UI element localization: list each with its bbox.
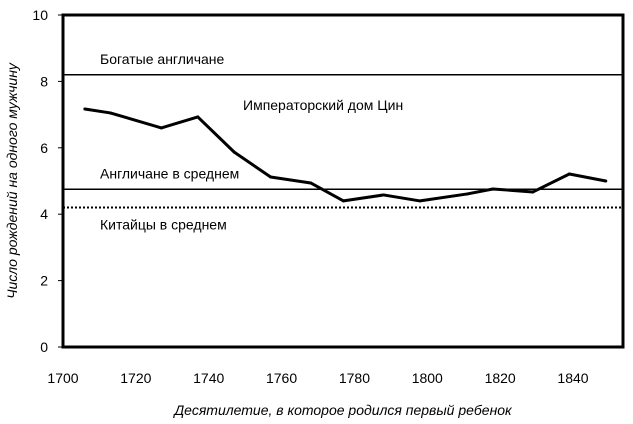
data-point xyxy=(491,187,495,191)
x-tick-label: 1840 xyxy=(557,370,588,386)
x-tick-label: 1740 xyxy=(193,370,224,386)
data-point xyxy=(196,115,200,119)
data-point xyxy=(382,193,386,197)
data-point xyxy=(342,199,345,203)
data-point xyxy=(531,190,535,194)
data-point xyxy=(232,150,236,154)
data-point xyxy=(269,175,273,179)
x-tick-label: 1720 xyxy=(120,370,151,386)
x-tick-label: 1760 xyxy=(266,370,297,386)
data-point xyxy=(159,126,163,130)
x-tick-label: 1700 xyxy=(47,370,78,386)
data-point xyxy=(108,111,112,115)
reference-line-label: Богатые англичане xyxy=(100,51,225,67)
data-point xyxy=(465,192,469,196)
y-axis-label: Число рождений на одного мужчину xyxy=(4,62,20,299)
data-point xyxy=(83,107,87,111)
x-tick-label: 1800 xyxy=(412,370,443,386)
series-line xyxy=(84,107,607,203)
x-axis-label: Десятилетие, в которое родился первый ре… xyxy=(172,402,513,418)
y-tick-label: 0 xyxy=(40,339,48,355)
y-tick-label: 2 xyxy=(40,273,48,289)
data-point xyxy=(604,179,608,183)
y-tick-label: 4 xyxy=(40,206,48,222)
x-tick-label: 1820 xyxy=(485,370,516,386)
y-tick-label: 6 xyxy=(40,140,48,156)
data-point xyxy=(309,181,313,185)
reference-line-label: Китайцы в среднем xyxy=(100,217,227,233)
y-tick-label: 10 xyxy=(32,7,48,23)
plot-frame xyxy=(61,13,625,349)
reference-line-label: Англичане в среднем xyxy=(100,165,239,181)
y-tick-label: 8 xyxy=(40,73,48,89)
x-tick-label: 1780 xyxy=(339,370,370,386)
data-point xyxy=(567,172,571,176)
series-label: Императорский дом Цин xyxy=(243,97,403,113)
data-point xyxy=(418,199,422,203)
